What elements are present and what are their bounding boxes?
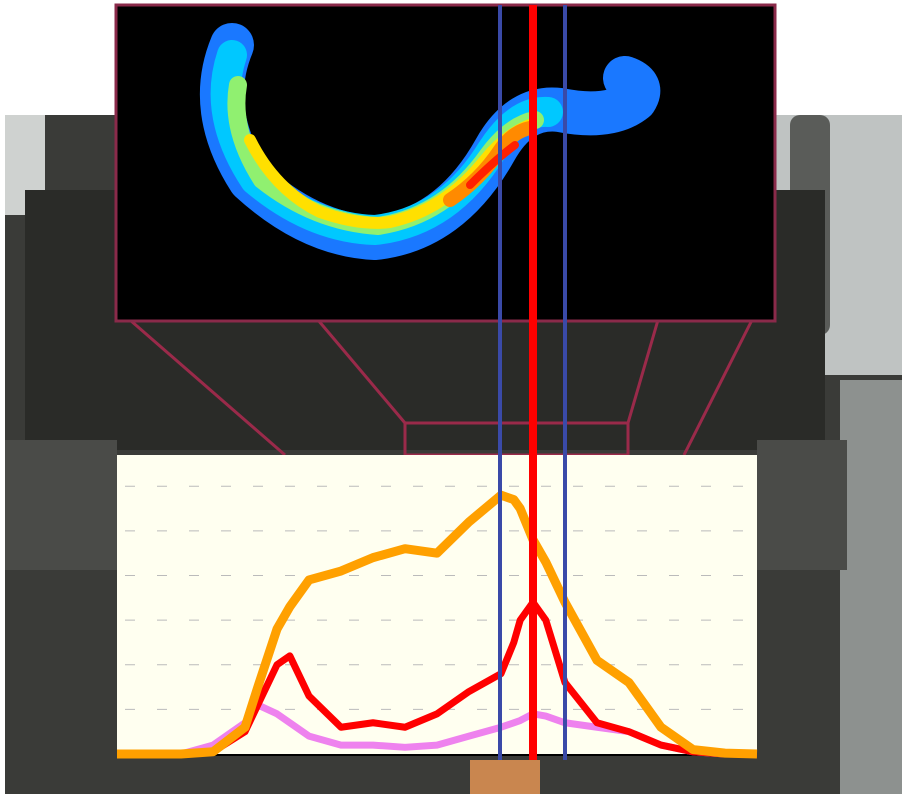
camera-teeth [5, 440, 847, 570]
series-line [117, 598, 757, 758]
camera-part [840, 380, 902, 794]
series-line [117, 490, 758, 759]
camera-part [470, 760, 540, 794]
heatmap [199, 23, 661, 260]
